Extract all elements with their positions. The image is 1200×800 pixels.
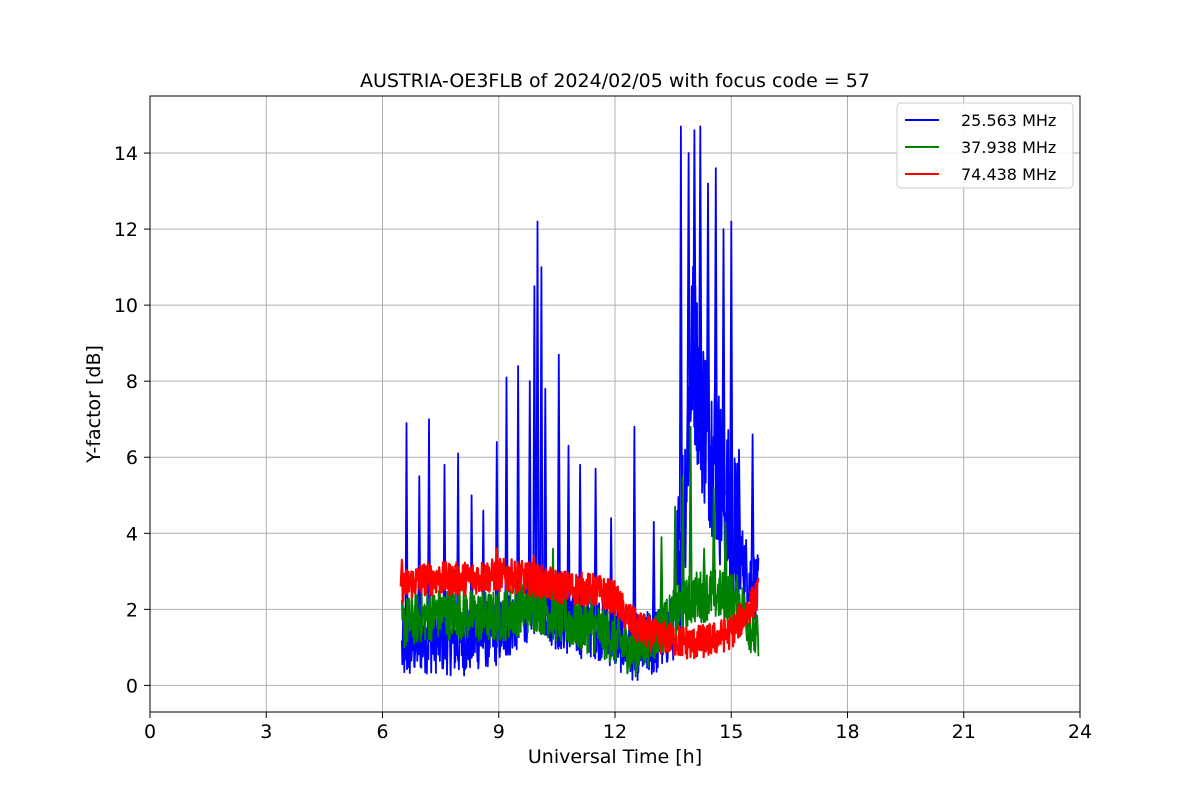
x-tick-label: 0 <box>144 721 156 743</box>
legend: 25.563 MHz 37.938 MHz 74.438 MHz <box>896 102 1074 189</box>
y-tick-label: 6 <box>126 447 138 469</box>
x-tick-label: 9 <box>493 721 505 743</box>
y-tick-label: 14 <box>114 143 138 165</box>
x-tick-label: 3 <box>260 721 272 743</box>
legend-box <box>896 102 1074 189</box>
y-axis-label: Y-factor [dB] <box>83 345 105 464</box>
x-tick-label: 24 <box>1068 721 1092 743</box>
x-tick-label: 12 <box>603 721 627 743</box>
series-line <box>399 547 760 660</box>
x-tick-label: 18 <box>835 721 859 743</box>
y-tick-label: 0 <box>126 675 138 697</box>
x-tick-label: 6 <box>376 721 388 743</box>
y-tick-label: 12 <box>114 219 138 241</box>
series-layer <box>399 125 760 681</box>
legend-entry: 74.438 MHz <box>961 165 1056 184</box>
y-tick-label: 2 <box>126 599 138 621</box>
legend-entry: 37.938 MHz <box>961 138 1056 157</box>
chart-title: AUSTRIA-OE3FLB of 2024/02/05 with focus … <box>360 70 870 92</box>
legend-entry: 25.563 MHz <box>961 111 1056 130</box>
y-tick-label: 10 <box>114 295 138 317</box>
x-tick-label: 21 <box>952 721 976 743</box>
x-tick-label: 15 <box>719 721 743 743</box>
x-axis-label: Universal Time [h] <box>528 746 702 768</box>
y-tick-label: 8 <box>126 371 138 393</box>
y-tick-label: 4 <box>126 523 138 545</box>
